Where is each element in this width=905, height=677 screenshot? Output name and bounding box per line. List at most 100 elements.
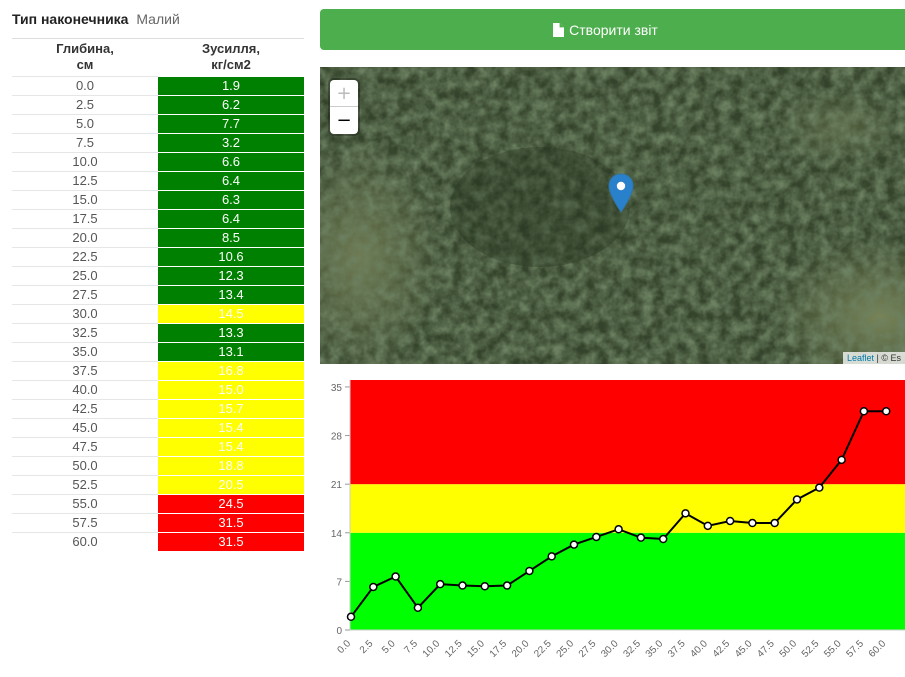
zoom-in-button[interactable]: + [330, 80, 358, 107]
depth-cell: 32.5 [12, 323, 158, 343]
data-point [748, 518, 757, 528]
data-point [703, 521, 713, 531]
force-cell: 13.3 [158, 323, 304, 343]
data-point [458, 581, 467, 590]
depth-cell: 7.5 [12, 133, 158, 153]
chart-band [350, 532, 905, 630]
create-report-button[interactable]: Створити звіт [320, 9, 905, 50]
data-point [658, 534, 668, 544]
zoom-out-button[interactable]: − [336, 110, 352, 131]
force-cell: 14.5 [158, 304, 304, 324]
data-point [614, 525, 623, 534]
force-cell: 15.4 [158, 418, 304, 438]
map-attribution: Leaflet | © Es [842, 352, 905, 364]
table-row: 40.0 15.0 [12, 380, 304, 400]
force-depth-chart: 0 7 14 21 28 35 0.0 2.5 5.0 7.5 10.0 12.5 15.0 17.5 20… [320, 376, 905, 672]
depth-cell: 17.5 [12, 209, 158, 229]
data-point [681, 509, 690, 518]
y-tick-label: 0 [336, 626, 342, 637]
force-cell: 6.6 [158, 152, 304, 172]
depth-cell: 60.0 [12, 532, 158, 551]
data-point [792, 495, 802, 504]
depth-cell: 30.0 [12, 304, 158, 324]
force-column-header: Зусилля, кг/см2 [158, 38, 304, 77]
force-cell: 6.3 [158, 190, 304, 210]
force-cell: 15.0 [158, 380, 304, 400]
table-row: 15.0 6.3 [12, 190, 304, 210]
x-tick-label: 32.5 [621, 638, 643, 660]
leaflet-link[interactable]: Leaflet [846, 353, 875, 363]
y-tick-label: 21 [331, 480, 343, 491]
force-cell: 3.2 [158, 133, 304, 153]
force-cell: 15.7 [158, 399, 304, 419]
table-row: 45.0 15.4 [12, 418, 304, 438]
x-tick-label: 57.5 [844, 638, 866, 660]
data-point [815, 483, 824, 492]
tip-type-value: Малий [136, 11, 180, 27]
force-cell: 6.4 [158, 171, 304, 191]
table-header-row: Глибина, см Зусилля, кг/см2 [12, 38, 304, 77]
table-row: 10.0 6.6 [12, 152, 304, 172]
left-panel: Тип наконечника Малий Глибина, см Зусилля… [12, 8, 307, 551]
force-cell: 13.1 [158, 342, 304, 362]
force-cell: 24.5 [158, 494, 304, 514]
depth-cell: 27.5 [12, 285, 158, 305]
depth-cell: 5.0 [12, 114, 158, 134]
x-tick-label: 60.0 [867, 638, 889, 660]
data-point [881, 407, 891, 416]
satellite-imagery [320, 67, 905, 364]
chart-band [350, 484, 905, 533]
data-point [346, 612, 356, 622]
satellite-map[interactable]: + − Leaflet | © Es [320, 67, 905, 364]
x-tick-label: 30.0 [599, 638, 621, 660]
x-tick-label: 40.0 [688, 638, 710, 660]
depth-cell: 15.0 [12, 190, 158, 210]
tip-type-line: Тип наконечника Малий [12, 8, 307, 34]
data-point [837, 455, 846, 465]
tip-type-label: Тип наконечника [12, 11, 129, 27]
depth-cell: 45.0 [12, 418, 158, 438]
data-point [592, 532, 601, 542]
x-tick-label: 10.0 [421, 638, 443, 660]
data-point [569, 540, 579, 549]
force-cell: 8.5 [158, 228, 304, 248]
x-tick-label: 12.5 [443, 638, 465, 660]
attribution-text: | © Es [874, 353, 901, 363]
table-row: 37.5 16.8 [12, 361, 304, 381]
x-tick-label: 25.0 [555, 638, 577, 660]
table-row: 60.0 31.5 [12, 532, 304, 551]
data-point [547, 552, 556, 561]
x-tick-label: 47.5 [755, 638, 777, 660]
x-tick-label: 20.0 [510, 638, 532, 660]
data-point [636, 533, 646, 542]
force-cell: 6.2 [158, 95, 304, 115]
data-point [391, 572, 400, 581]
x-tick-label: 22.5 [532, 638, 554, 660]
y-tick-label: 35 [331, 383, 343, 394]
x-tick-label: 7.5 [402, 638, 420, 656]
map-marker-icon[interactable] [608, 173, 634, 218]
force-cell: 10.6 [158, 247, 304, 267]
x-tick-label: 50.0 [778, 638, 800, 660]
table-row: 47.5 15.4 [12, 437, 304, 457]
force-cell: 31.5 [158, 532, 304, 551]
table-row: 22.5 10.6 [12, 247, 304, 267]
table-row: 32.5 13.3 [12, 323, 304, 343]
table-row: 35.0 13.1 [12, 342, 304, 362]
document-icon [552, 22, 565, 38]
x-tick-label: 42.5 [711, 638, 733, 660]
data-point [413, 603, 423, 613]
depth-cell: 47.5 [12, 437, 158, 457]
map-zoom-control: + − [330, 80, 358, 134]
depth-cell: 20.0 [12, 228, 158, 248]
depth-cell: 55.0 [12, 494, 158, 514]
force-cell: 20.5 [158, 475, 304, 495]
table-row: 30.0 14.5 [12, 304, 304, 324]
x-tick-label: 27.5 [577, 638, 599, 660]
table-row: 5.0 7.7 [12, 114, 304, 134]
depth-cell: 2.5 [12, 95, 158, 115]
data-point [725, 516, 735, 526]
table-row: 42.5 15.7 [12, 399, 304, 419]
depth-column-header: Глибина, см [12, 38, 158, 77]
force-cell: 16.8 [158, 361, 304, 381]
